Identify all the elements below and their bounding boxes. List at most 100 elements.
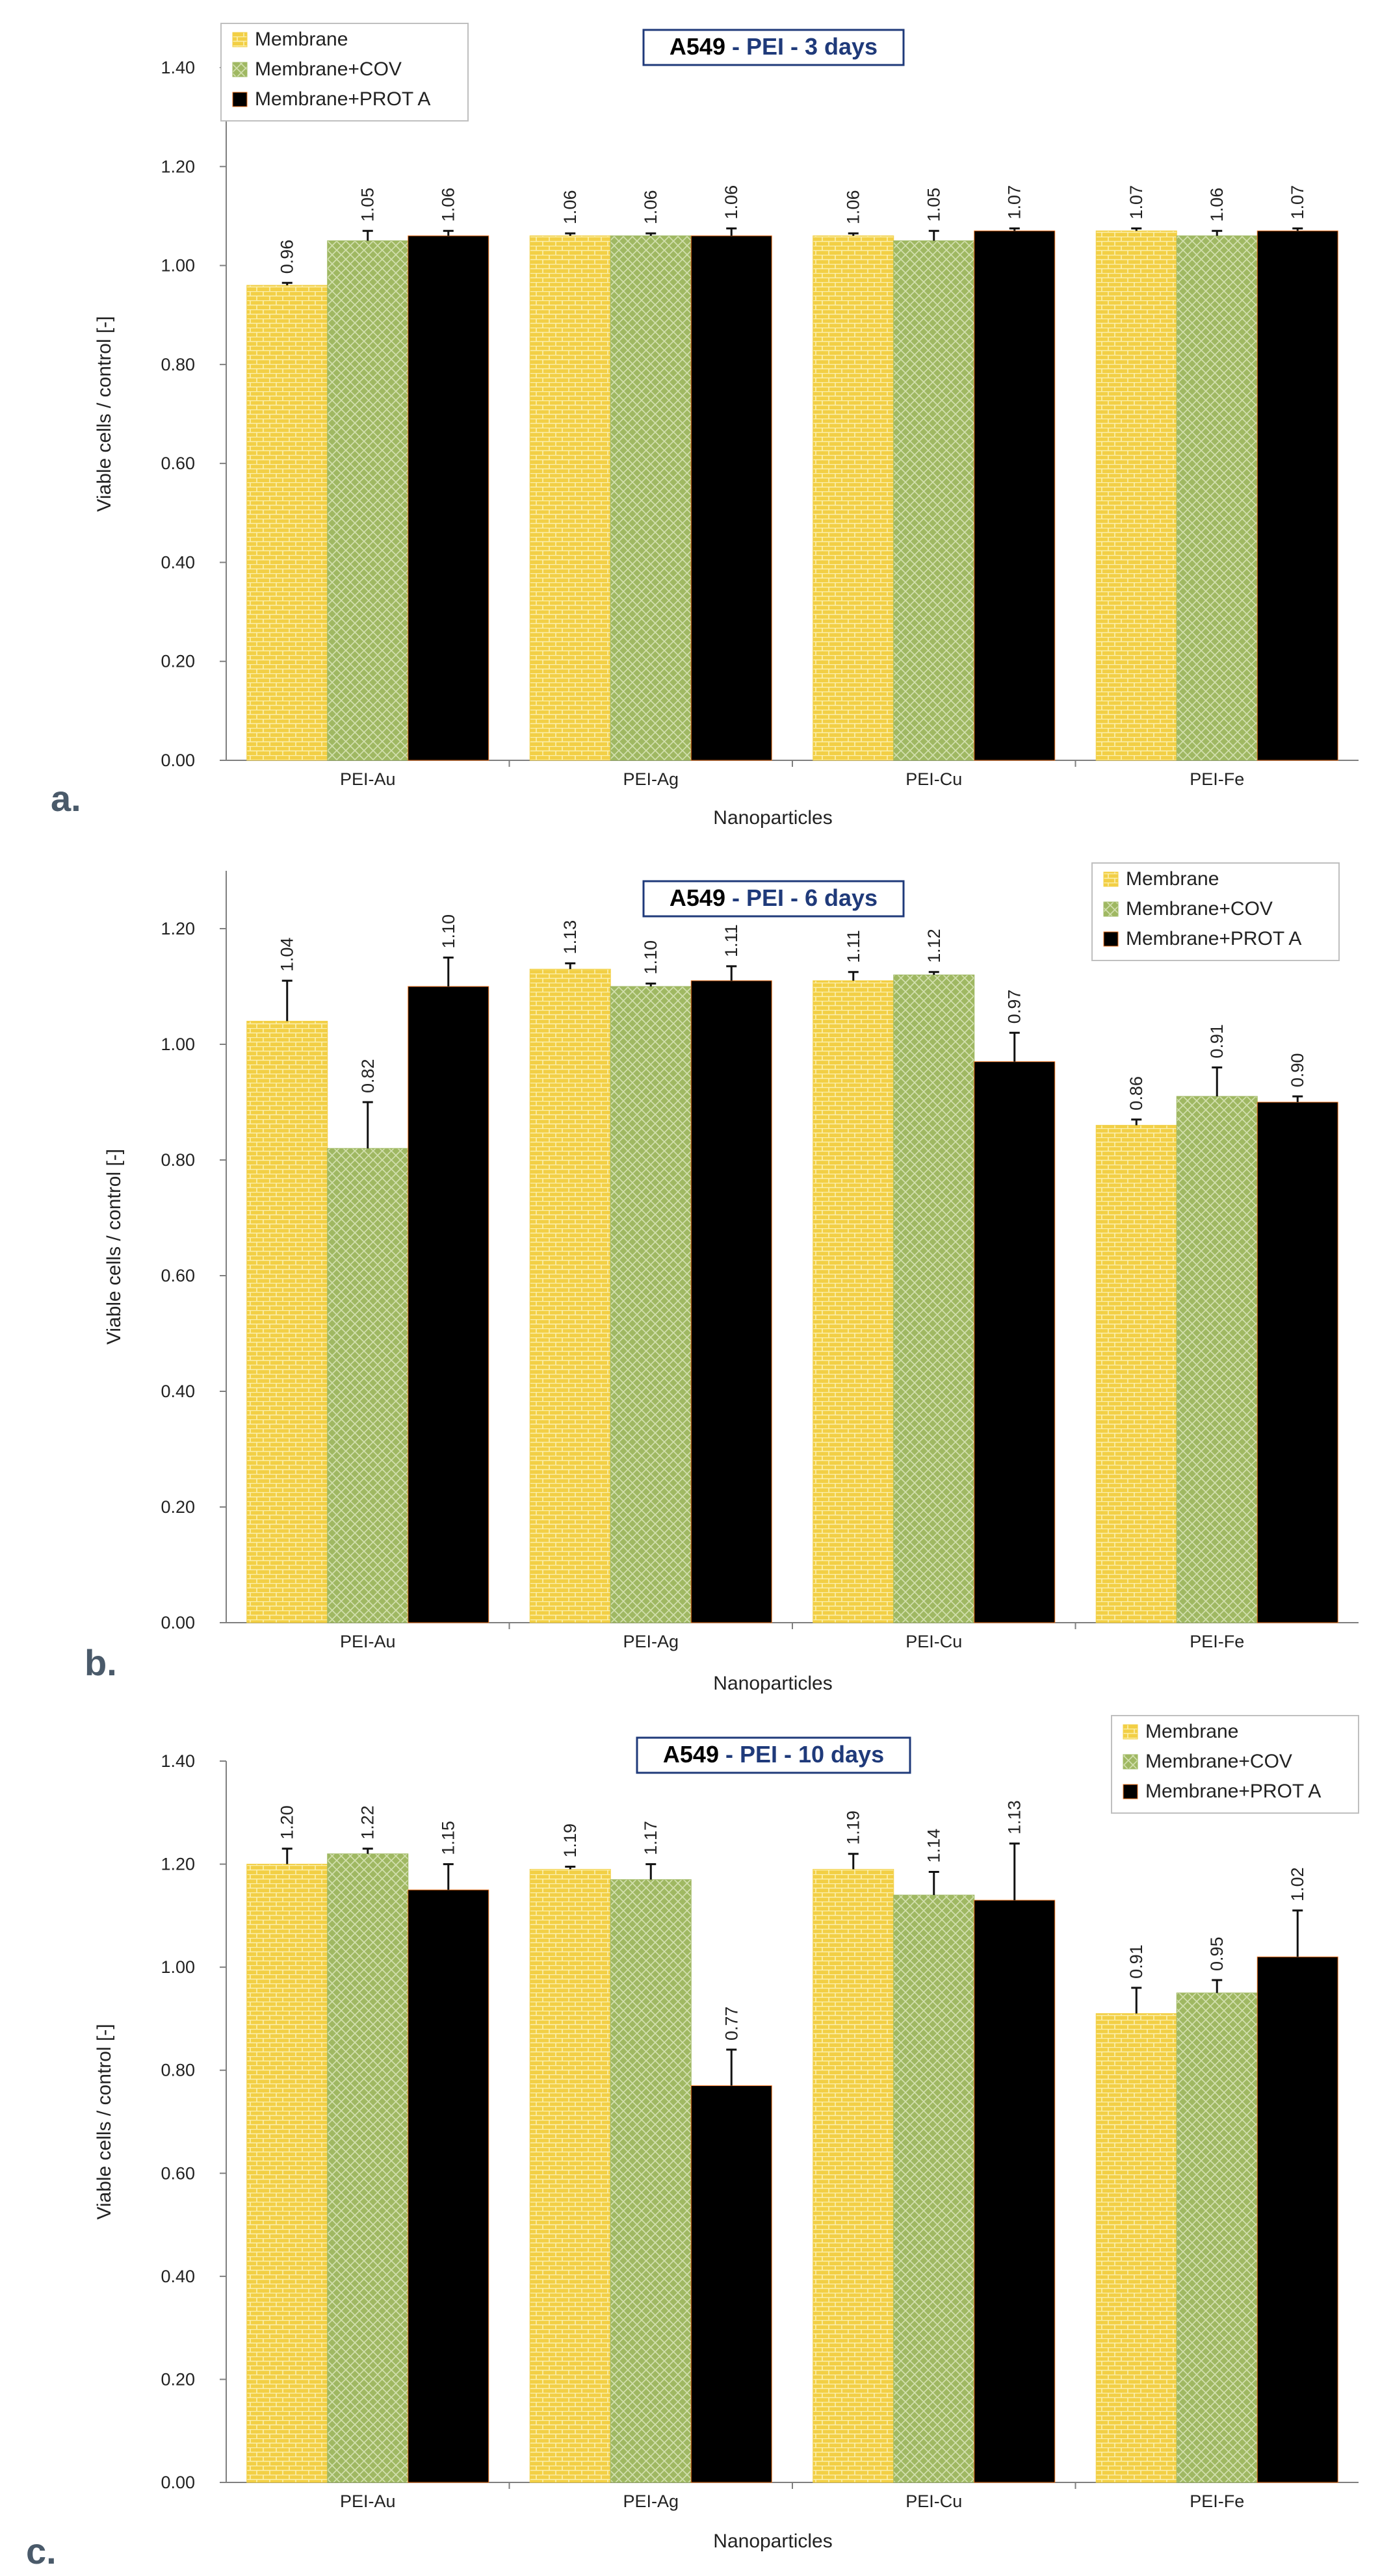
data-label: 1.14 bbox=[924, 1829, 944, 1863]
category-label: PEI-Fe bbox=[1190, 2492, 1244, 2511]
legend-label-membrane: Membrane bbox=[255, 29, 348, 50]
legend-label-membrane-prot-a: Membrane+PROT A bbox=[1126, 928, 1301, 949]
data-label: 1.19 bbox=[844, 1810, 863, 1845]
data-label: 1.11 bbox=[722, 924, 741, 957]
data-label: 1.15 bbox=[439, 1821, 458, 1855]
legend-label-membrane-cov: Membrane+COV bbox=[1126, 898, 1273, 920]
legend-label-membrane-cov: Membrane+COV bbox=[255, 58, 402, 80]
title-rest: - PEI - 6 days bbox=[732, 884, 878, 911]
y-tick-label: 0.80 bbox=[161, 1150, 195, 1170]
data-label: 1.06 bbox=[641, 190, 660, 225]
chart-title: A549 - PEI - 6 days bbox=[642, 880, 905, 918]
bar-membrane-prot-a-pei-au bbox=[408, 235, 489, 761]
data-label: 1.02 bbox=[1288, 1867, 1307, 1901]
y-axis-label: Viable cells / control [-] bbox=[94, 2024, 115, 2219]
data-label: 0.91 bbox=[1207, 1024, 1227, 1059]
bar-membrane-prot-a-pei-fe bbox=[1256, 1101, 1338, 1623]
data-label: 1.19 bbox=[560, 1823, 580, 1858]
bar-membrane-cov-pei-au bbox=[327, 240, 409, 761]
data-label: 1.11 bbox=[844, 930, 863, 963]
title-main: A549 bbox=[663, 1741, 725, 1768]
category-label: PEI-Ag bbox=[623, 769, 679, 789]
bar-membrane-prot-a-pei-ag bbox=[690, 980, 772, 1623]
y-tick-label: 0.40 bbox=[161, 1382, 195, 1401]
bar-membrane-cov-pei-ag bbox=[610, 1879, 692, 2483]
bar-membrane-prot-a-pei-fe bbox=[1256, 230, 1338, 761]
category-label: PEI-Cu bbox=[905, 2492, 962, 2511]
data-label: 0.95 bbox=[1207, 1937, 1227, 1971]
chart-title: A549 - PEI - 10 days bbox=[636, 1736, 911, 1774]
y-tick-label: 1.00 bbox=[161, 1035, 195, 1054]
data-label: 0.86 bbox=[1126, 1076, 1146, 1111]
bar-membrane-pei-ag bbox=[529, 968, 611, 1623]
data-label: 1.22 bbox=[358, 1805, 378, 1840]
bar-membrane-pei-cu bbox=[813, 235, 894, 761]
bar-membrane-pei-fe bbox=[1095, 2013, 1177, 2483]
category-label: PEI-Fe bbox=[1190, 769, 1244, 789]
y-tick-label: 0.80 bbox=[161, 2061, 195, 2080]
legend-swatch-membrane bbox=[1123, 1724, 1138, 1740]
category-label: PEI-Au bbox=[340, 769, 396, 789]
y-tick-label: 0.20 bbox=[161, 1497, 195, 1517]
legend-swatch-membrane bbox=[1103, 871, 1119, 887]
legend: Membrane Membrane+COV Membrane+PROT A bbox=[1111, 1715, 1359, 1814]
bar-membrane-cov-pei-fe bbox=[1176, 1992, 1258, 2483]
data-label: 1.17 bbox=[641, 1821, 660, 1855]
bar-membrane-prot-a-pei-cu bbox=[974, 1900, 1056, 2483]
title-text: A549 - PEI - 3 days bbox=[670, 33, 878, 60]
y-tick-label: 0.00 bbox=[161, 1613, 195, 1632]
legend-swatch-membrane-cov bbox=[232, 62, 248, 77]
bar-membrane-pei-au bbox=[246, 285, 328, 761]
chart-panel-a: 0.00 0.20 0.40 0.60 0.80 1.00 1.20 1.40 Viable c… bbox=[51, 23, 1359, 829]
legend-label-membrane-cov: Membrane+COV bbox=[1145, 1751, 1292, 1772]
chart-title: A549 - PEI - 3 days bbox=[642, 29, 905, 66]
legend: Membrane Membrane+COV Membrane+PROT A bbox=[220, 23, 469, 122]
legend: Membrane Membrane+COV Membrane+PROT A bbox=[1091, 862, 1340, 961]
bar-membrane-pei-ag bbox=[529, 235, 611, 761]
bar-membrane-prot-a-pei-au bbox=[408, 986, 489, 1623]
y-tick-label: 1.20 bbox=[161, 919, 195, 938]
data-label: 1.06 bbox=[1207, 188, 1227, 222]
x-axis-label: Nanoparticles bbox=[713, 807, 832, 829]
y-tick-label: 1.00 bbox=[161, 1957, 195, 1977]
y-tick-label: 1.40 bbox=[161, 1751, 195, 1771]
legend-label-membrane-prot-a: Membrane+PROT A bbox=[1145, 1781, 1321, 1802]
bar-membrane-prot-a-pei-cu bbox=[974, 1061, 1056, 1623]
category-label: PEI-Ag bbox=[623, 1632, 679, 1651]
y-axis-label: Viable cells / control [-] bbox=[94, 316, 115, 511]
bar-membrane-pei-cu bbox=[813, 980, 894, 1623]
bar-membrane-prot-a-pei-fe bbox=[1256, 1956, 1338, 2483]
legend-frame bbox=[1091, 862, 1340, 961]
title-box bbox=[642, 29, 905, 66]
y-tick-label: 1.20 bbox=[161, 157, 195, 176]
y-tick-label: 1.40 bbox=[161, 58, 195, 77]
data-label: 1.07 bbox=[1005, 185, 1024, 220]
data-label: 1.06 bbox=[844, 190, 863, 225]
legend-frame bbox=[1111, 1715, 1359, 1814]
category-label: PEI-Au bbox=[340, 1632, 396, 1651]
legend-label-membrane: Membrane bbox=[1145, 1721, 1238, 1742]
bar-membrane-pei-cu bbox=[813, 1869, 894, 2483]
panel-letter: b. bbox=[85, 1642, 117, 1683]
data-label: 0.82 bbox=[358, 1059, 378, 1093]
y-tick-label: 0.60 bbox=[161, 2163, 195, 2183]
data-label: 0.77 bbox=[722, 2006, 741, 2041]
category-label: PEI-Ag bbox=[623, 2492, 679, 2511]
title-rest: - PEI - 10 days bbox=[725, 1741, 884, 1768]
bar-membrane-prot-a-pei-au bbox=[408, 1889, 489, 2483]
data-label: 1.10 bbox=[439, 914, 458, 949]
data-label: 1.06 bbox=[560, 190, 580, 225]
legend-swatch-membrane bbox=[232, 32, 248, 47]
legend-label-membrane-prot-a: Membrane+PROT A bbox=[255, 88, 430, 110]
y-axis-label: Viable cells / control [-] bbox=[103, 1149, 125, 1345]
y-tick-label: 0.60 bbox=[161, 1266, 195, 1285]
data-label: 1.05 bbox=[924, 188, 944, 222]
data-label: 0.97 bbox=[1005, 990, 1024, 1024]
data-label: 1.07 bbox=[1288, 185, 1307, 220]
category-label: PEI-Cu bbox=[905, 1632, 962, 1651]
data-label: 1.13 bbox=[560, 920, 580, 955]
x-axis-label: Nanoparticles bbox=[713, 1673, 832, 1694]
bar-membrane-cov-pei-cu bbox=[893, 1894, 975, 2483]
bar-membrane-pei-au bbox=[246, 1864, 328, 2483]
